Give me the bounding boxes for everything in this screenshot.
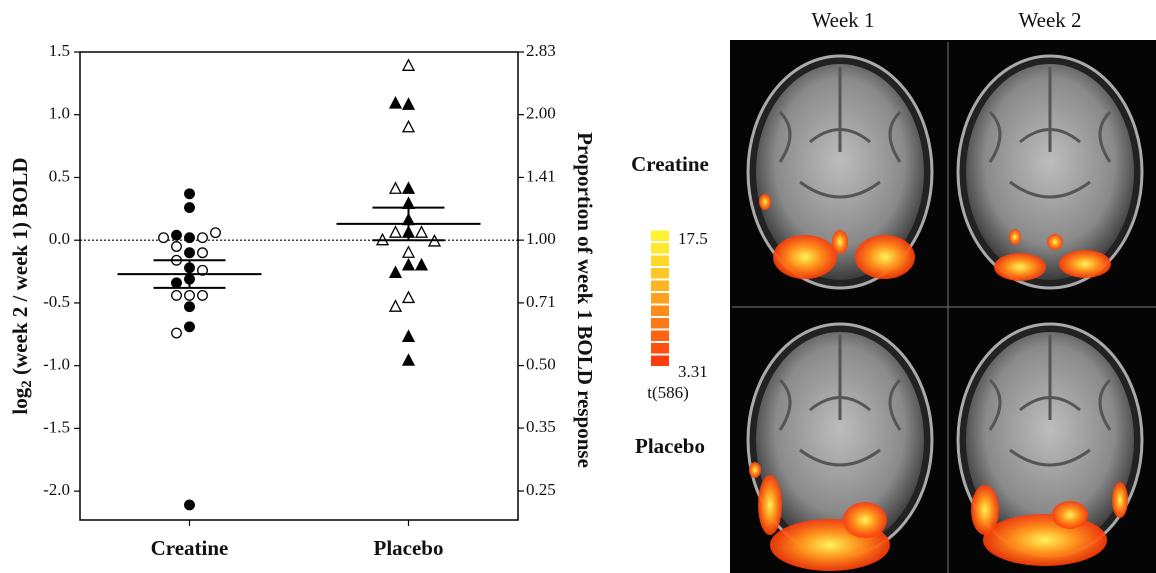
activation <box>759 194 771 210</box>
plot-frame <box>80 52 518 520</box>
colorbar-step <box>651 268 669 279</box>
y2-tick-label: 0.25 <box>526 480 556 499</box>
data-point <box>403 247 414 258</box>
data-point <box>211 228 221 238</box>
y-tick-label: -2.0 <box>43 480 70 499</box>
activation <box>773 235 837 279</box>
colorbar-step <box>651 243 669 254</box>
y-tick-label: 1.0 <box>49 104 70 123</box>
activation <box>971 485 999 535</box>
colorbar-step <box>651 318 669 329</box>
activation <box>983 514 1107 566</box>
y2-tick-label: 2.00 <box>526 104 556 123</box>
y-label-rest: (week 2 / week 1) BOLD <box>8 157 32 380</box>
y2-tick-label: 0.35 <box>526 417 556 436</box>
column-label: Week 1 <box>811 8 874 32</box>
data-point <box>198 291 208 301</box>
y-label-base: log <box>8 387 32 414</box>
data-point <box>390 97 401 108</box>
row-label: Creatine <box>631 152 709 176</box>
data-point <box>403 99 414 110</box>
data-point <box>185 322 195 332</box>
colorbar-step <box>651 281 669 292</box>
data-point <box>403 355 414 366</box>
y2-axis-label: Proportion of week 1 BOLD response <box>573 132 597 468</box>
activation <box>758 475 782 535</box>
y-tick-label: -0.5 <box>43 292 70 311</box>
y2-tick-label: 1.00 <box>526 229 556 248</box>
y-label-sub: 2 <box>19 380 35 388</box>
x-tick-label: Placebo <box>374 536 444 560</box>
data-point <box>403 183 414 194</box>
data-point <box>198 248 208 258</box>
y-tick-label: -1.5 <box>43 417 70 436</box>
activation <box>749 462 761 478</box>
activation <box>855 235 915 279</box>
data-point <box>185 189 195 199</box>
y-tick-label: 0.0 <box>49 229 70 248</box>
data-point <box>172 242 182 252</box>
activation <box>1009 229 1021 245</box>
data-point <box>185 302 195 312</box>
colorbar-step <box>651 306 669 317</box>
activation <box>1059 250 1111 278</box>
data-point <box>172 230 182 240</box>
colorbar-step <box>651 331 669 342</box>
activation <box>1047 234 1063 250</box>
y2-tick-label: 0.50 <box>526 354 556 373</box>
data-point <box>390 301 401 312</box>
colorbar-step <box>651 356 669 367</box>
data-point <box>416 259 427 270</box>
data-point <box>198 233 208 243</box>
activation <box>994 253 1046 281</box>
colorbar-label: t(586) <box>647 383 689 402</box>
data-point <box>185 233 195 243</box>
data-point <box>172 291 182 301</box>
data-point <box>403 331 414 342</box>
data-point <box>390 267 401 278</box>
y-tick-label: 1.5 <box>49 41 70 60</box>
figure: Week 1 Week 2 Creatine Placebo 17.5 3.31… <box>0 0 1156 573</box>
activation <box>843 502 887 538</box>
data-point <box>416 227 427 238</box>
data-point <box>403 121 414 131</box>
activation <box>1112 482 1128 518</box>
colorbar-min: 3.31 <box>678 362 708 381</box>
data-point <box>185 203 195 213</box>
colorbar-step <box>651 343 669 354</box>
column-label: Week 2 <box>1018 8 1081 32</box>
data-point <box>159 233 169 243</box>
colorbar-max: 17.5 <box>678 229 708 248</box>
data-point <box>185 500 195 510</box>
activation <box>832 230 848 254</box>
colorbar-step <box>651 293 669 304</box>
y2-tick-label: 1.41 <box>526 166 556 185</box>
y-axis-label: log2 (week 2 / week 1) BOLD <box>8 157 36 414</box>
colorbar-step <box>651 256 669 267</box>
y-tick-label: -1.0 <box>43 355 70 374</box>
data-point <box>403 60 414 70</box>
colorbar-step <box>651 231 669 242</box>
y2-tick-label: 2.83 <box>526 41 556 60</box>
brain-panel <box>730 40 1156 573</box>
data-point <box>172 328 182 338</box>
activation <box>1052 501 1088 529</box>
row-label: Placebo <box>635 434 705 458</box>
x-tick-label: Creatine <box>151 536 229 560</box>
y2-tick-label: 0.71 <box>526 292 556 311</box>
data-point <box>403 292 414 303</box>
data-point <box>390 227 401 238</box>
data-point <box>172 278 182 288</box>
data-point <box>185 291 195 301</box>
data-point <box>403 259 414 270</box>
y-tick-label: 0.5 <box>49 166 70 185</box>
data-point <box>185 248 195 258</box>
data-point <box>390 183 401 194</box>
